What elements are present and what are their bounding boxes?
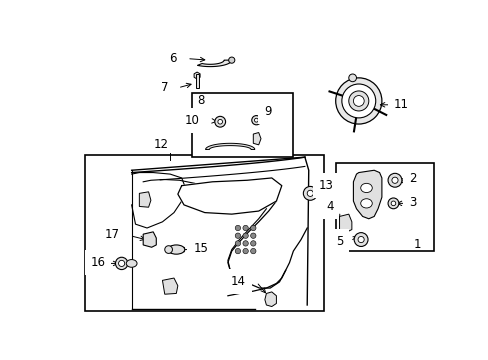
Circle shape [243,241,248,246]
Circle shape [235,233,240,238]
Ellipse shape [167,245,184,254]
Text: 8: 8 [197,94,204,107]
Circle shape [254,118,258,122]
Circle shape [387,198,398,209]
Circle shape [250,241,256,246]
Text: 9: 9 [264,105,271,118]
Circle shape [348,74,356,82]
Circle shape [251,116,261,125]
Circle shape [115,257,127,270]
Polygon shape [264,292,276,306]
Circle shape [306,190,313,197]
Text: 11: 11 [393,98,407,111]
Circle shape [391,177,397,183]
Polygon shape [194,72,200,79]
Circle shape [390,201,395,206]
Text: 4: 4 [325,200,333,213]
Circle shape [250,225,256,231]
Text: 12: 12 [153,138,168,151]
Polygon shape [143,232,156,247]
Polygon shape [353,170,381,219]
Text: 1: 1 [413,238,420,251]
Ellipse shape [164,246,172,253]
Circle shape [335,78,381,124]
Polygon shape [253,132,261,145]
Text: 7: 7 [161,81,168,94]
Ellipse shape [126,260,137,267]
Polygon shape [162,278,178,294]
Text: 2: 2 [408,172,415,185]
Bar [335,163,433,251]
Circle shape [214,116,225,127]
Ellipse shape [360,183,371,193]
Text: 16: 16 [90,256,105,269]
Text: 6: 6 [168,52,176,65]
Circle shape [250,248,256,254]
Polygon shape [197,60,231,67]
Circle shape [243,225,248,231]
Circle shape [218,120,222,124]
Polygon shape [178,178,281,214]
Circle shape [357,237,364,243]
Bar [191,93,293,157]
Bar [85,155,324,311]
Ellipse shape [360,199,371,208]
Text: 10: 10 [184,114,199,127]
Circle shape [228,57,234,63]
Circle shape [235,225,240,231]
Circle shape [353,233,367,247]
Circle shape [250,233,256,238]
Polygon shape [205,143,254,149]
Text: 5: 5 [335,235,343,248]
Text: 14: 14 [230,275,245,288]
Circle shape [118,260,124,266]
Circle shape [243,248,248,254]
Circle shape [243,233,248,238]
Polygon shape [339,214,351,232]
Circle shape [348,91,368,111]
Circle shape [387,173,401,187]
Circle shape [235,248,240,254]
Text: 3: 3 [408,196,415,209]
Circle shape [353,95,364,106]
Text: 15: 15 [193,242,208,255]
Circle shape [235,241,240,246]
Circle shape [303,186,317,200]
Bar [195,74,198,88]
Text: 13: 13 [318,179,333,192]
Circle shape [341,84,375,118]
Polygon shape [139,192,151,207]
Text: 17: 17 [104,229,119,242]
